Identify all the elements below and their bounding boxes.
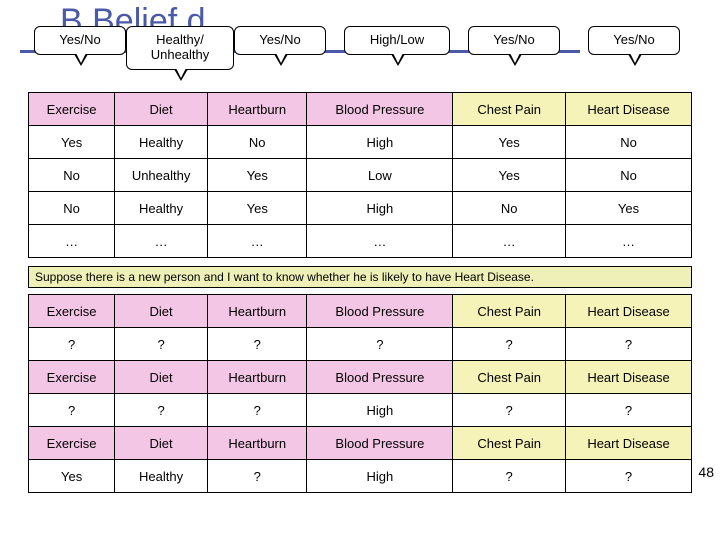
col-header: Heart Disease bbox=[566, 295, 692, 328]
col-header: Diet bbox=[115, 93, 208, 126]
cell: Healthy bbox=[115, 192, 208, 225]
bubble-tail-icon bbox=[274, 54, 288, 66]
bubble-tail-icon bbox=[628, 54, 642, 66]
col-header: Blood Pressure bbox=[307, 93, 453, 126]
domain-bubble-1: Healthy/ Unhealthy bbox=[126, 26, 234, 70]
col-header: Heart Disease bbox=[566, 361, 692, 394]
query-examples-table: ExerciseDietHeartburnBlood PressureChest… bbox=[28, 294, 692, 493]
cell: Yes bbox=[208, 192, 307, 225]
cell: … bbox=[115, 225, 208, 258]
cell: No bbox=[208, 126, 307, 159]
table-row: ?????? bbox=[29, 328, 692, 361]
cell: ? bbox=[566, 460, 692, 493]
col-header: Exercise bbox=[29, 361, 115, 394]
col-header: Blood Pressure bbox=[307, 427, 453, 460]
cell: ? bbox=[453, 394, 566, 427]
domain-bubble-3: High/Low bbox=[344, 26, 450, 55]
cell: Yes bbox=[453, 126, 566, 159]
col-header: Exercise bbox=[29, 295, 115, 328]
column-domain-bubbles: Yes/NoHealthy/ UnhealthyYes/NoHigh/LowYe… bbox=[28, 20, 692, 86]
cell: No bbox=[29, 192, 115, 225]
col-header: Chest Pain bbox=[453, 295, 566, 328]
cell: Healthy bbox=[115, 126, 208, 159]
cell: High bbox=[307, 126, 453, 159]
cell: ? bbox=[115, 328, 208, 361]
col-header: Heart Disease bbox=[566, 93, 692, 126]
cell: No bbox=[566, 159, 692, 192]
cell: Yes bbox=[29, 126, 115, 159]
cell: Healthy bbox=[115, 460, 208, 493]
cell: No bbox=[453, 192, 566, 225]
cell: ? bbox=[208, 394, 307, 427]
table-row: YesHealthy?High?? bbox=[29, 460, 692, 493]
table-header-row: ExerciseDietHeartburnBlood PressureChest… bbox=[29, 93, 692, 126]
cell: Yes bbox=[566, 192, 692, 225]
table-row: NoUnhealthyYesLowYesNo bbox=[29, 159, 692, 192]
cell: ? bbox=[566, 394, 692, 427]
col-header: Diet bbox=[115, 295, 208, 328]
cell: ? bbox=[115, 394, 208, 427]
cell: Yes bbox=[208, 159, 307, 192]
table-row: ???High?? bbox=[29, 394, 692, 427]
col-header: Diet bbox=[115, 361, 208, 394]
col-header: Heartburn bbox=[208, 295, 307, 328]
table-row: NoHealthyYesHighNoYes bbox=[29, 192, 692, 225]
col-header: Heartburn bbox=[208, 361, 307, 394]
cell: Yes bbox=[453, 159, 566, 192]
cell: High bbox=[307, 192, 453, 225]
bubble-tail-icon bbox=[174, 69, 188, 81]
cell: ? bbox=[208, 328, 307, 361]
cell: ? bbox=[307, 328, 453, 361]
table-row: ……………… bbox=[29, 225, 692, 258]
bubble-tail-icon bbox=[508, 54, 522, 66]
col-header: Chest Pain bbox=[453, 361, 566, 394]
cell: … bbox=[307, 225, 453, 258]
col-header: Diet bbox=[115, 427, 208, 460]
bubble-tail-icon bbox=[74, 54, 88, 66]
cell: No bbox=[566, 126, 692, 159]
cell: Low bbox=[307, 159, 453, 192]
col-header: Exercise bbox=[29, 93, 115, 126]
cell: … bbox=[208, 225, 307, 258]
domain-bubble-2: Yes/No bbox=[234, 26, 326, 55]
col-header: Blood Pressure bbox=[307, 361, 453, 394]
col-header: Heartburn bbox=[208, 93, 307, 126]
domain-bubble-5: Yes/No bbox=[588, 26, 680, 55]
cell: … bbox=[29, 225, 115, 258]
cell: No bbox=[29, 159, 115, 192]
cell: Unhealthy bbox=[115, 159, 208, 192]
col-header: Blood Pressure bbox=[307, 295, 453, 328]
table-row: YesHealthyNoHighYesNo bbox=[29, 126, 692, 159]
cell: … bbox=[566, 225, 692, 258]
domain-bubble-0: Yes/No bbox=[34, 26, 126, 55]
table-header-row: ExerciseDietHeartburnBlood PressureChest… bbox=[29, 361, 692, 394]
domain-bubble-4: Yes/No bbox=[468, 26, 560, 55]
col-header: Heart Disease bbox=[566, 427, 692, 460]
cell: High bbox=[307, 460, 453, 493]
training-data-table: ExerciseDietHeartburnBlood PressureChest… bbox=[28, 92, 692, 258]
col-header: Heartburn bbox=[208, 427, 307, 460]
table-header-row: ExerciseDietHeartburnBlood PressureChest… bbox=[29, 295, 692, 328]
table-header-row: ExerciseDietHeartburnBlood PressureChest… bbox=[29, 427, 692, 460]
col-header: Chest Pain bbox=[453, 427, 566, 460]
cell: ? bbox=[29, 394, 115, 427]
cell: ? bbox=[29, 328, 115, 361]
scenario-note: Suppose there is a new person and I want… bbox=[28, 266, 692, 288]
page-number: 48 bbox=[698, 464, 714, 480]
bubble-tail-icon bbox=[391, 54, 405, 66]
cell: High bbox=[307, 394, 453, 427]
cell: … bbox=[453, 225, 566, 258]
cell: ? bbox=[453, 460, 566, 493]
cell: ? bbox=[566, 328, 692, 361]
col-header: Exercise bbox=[29, 427, 115, 460]
cell: ? bbox=[453, 328, 566, 361]
col-header: Chest Pain bbox=[453, 93, 566, 126]
cell: ? bbox=[208, 460, 307, 493]
cell: Yes bbox=[29, 460, 115, 493]
